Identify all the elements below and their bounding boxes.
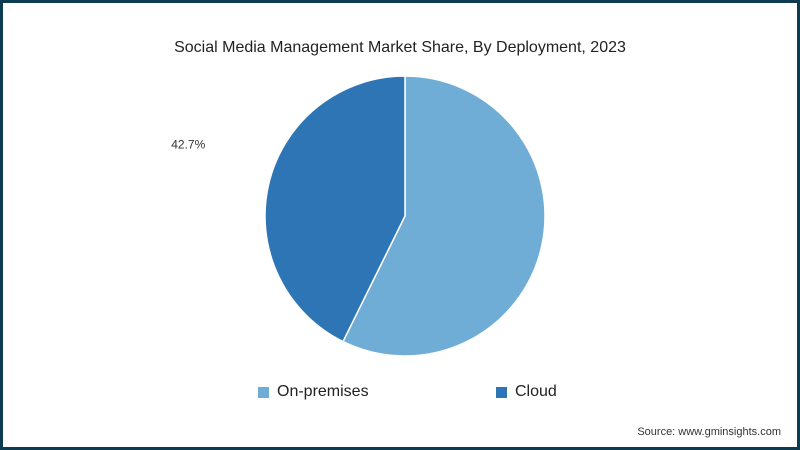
- legend-swatch-cloud: [496, 386, 507, 398]
- data-label-cloud: 42.7%: [171, 138, 205, 152]
- legend-item-on-premises: On-premises: [258, 383, 369, 401]
- chart-title: Social Media Management Market Share, By…: [174, 39, 626, 56]
- pie-slice-cloud: [264, 75, 406, 343]
- pie-slice-on-premises: [342, 75, 546, 357]
- source-note: Source: www.gminsights.com: [637, 426, 781, 438]
- legend-swatch-on-premises: [258, 386, 269, 398]
- pie-chart: 42.7%: [171, 75, 546, 357]
- legend-label-on-premises: On-premises: [277, 383, 369, 400]
- legend-item-cloud: Cloud: [496, 383, 557, 401]
- legend-label-cloud: Cloud: [515, 383, 557, 400]
